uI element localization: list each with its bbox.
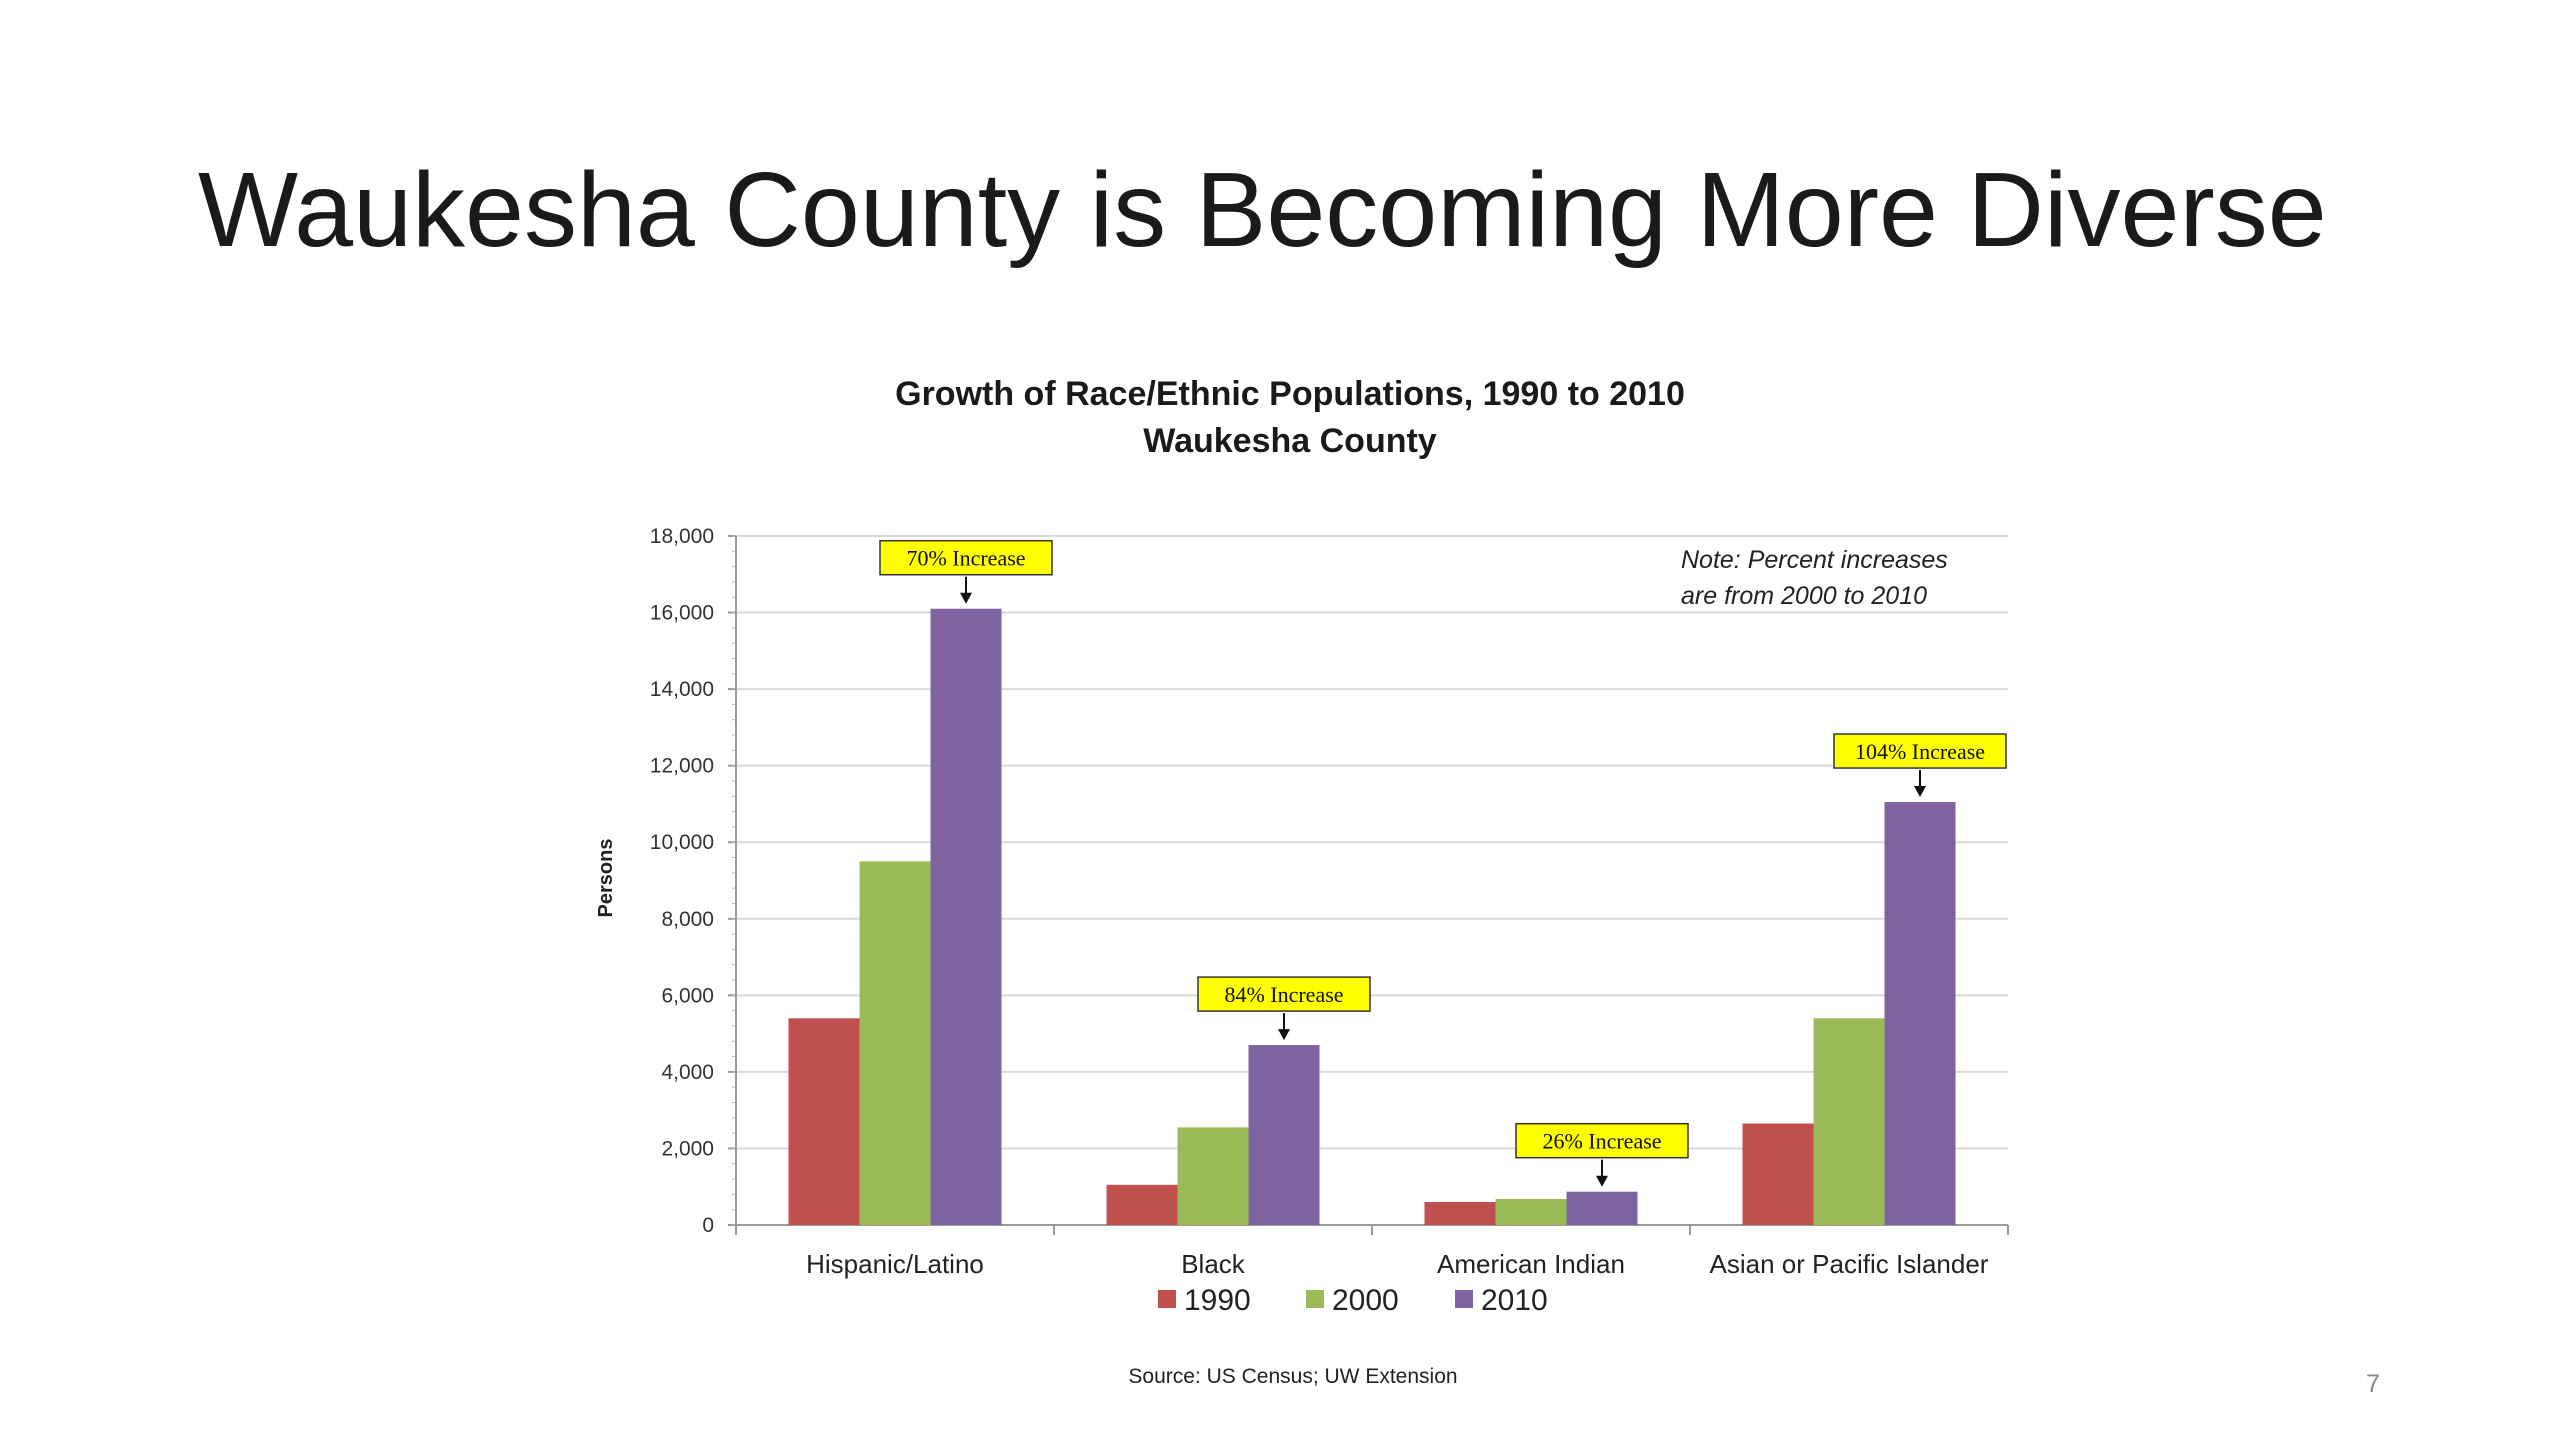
chart-note-line-2: are from 2000 to 2010 <box>1681 582 1927 610</box>
category-label: Black <box>1181 1249 1246 1279</box>
callout-arrow-head <box>1596 1175 1608 1187</box>
legend-item-2010: 2010 <box>1455 1284 1548 1317</box>
legend-label: 2010 <box>1481 1284 1548 1317</box>
legend-swatch <box>1455 1290 1473 1308</box>
y-tick-label: 18,000 <box>650 525 714 548</box>
y-tick-label: 12,000 <box>650 755 714 778</box>
callout-arrow-head <box>960 592 972 604</box>
legend-item-2000: 2000 <box>1306 1284 1399 1317</box>
y-tick-label: 14,000 <box>650 678 714 701</box>
slide-title: Waukesha County is Becoming More Diverse <box>198 151 2327 269</box>
callout-label: 104% Increase <box>1855 739 1985 764</box>
callout: 70% Increase <box>879 539 1053 604</box>
callout-label: 26% Increase <box>1542 1129 1661 1154</box>
callout: 104% Increase <box>1833 733 2007 798</box>
y-tick-label: 16,000 <box>650 602 714 625</box>
callout-box <box>879 539 1053 576</box>
bar-2000-2 <box>1177 1127 1249 1225</box>
category-label: American Indian <box>1437 1249 1625 1279</box>
legend: 1990 2000 2010 <box>1158 1284 1548 1317</box>
y-tick-label: 6,000 <box>661 984 714 1007</box>
legend-label: 2000 <box>1332 1284 1399 1317</box>
bar-2000-3 <box>1495 1198 1567 1225</box>
y-tick-label: 10,000 <box>650 831 714 854</box>
bar-2010-2 <box>1248 1045 1320 1225</box>
callout-arrow-head <box>1914 786 1926 798</box>
bar-2010-3 <box>1566 1191 1638 1225</box>
legend-label: 1990 <box>1184 1284 1251 1317</box>
bar-2010-4 <box>1884 802 1956 1225</box>
bars <box>788 608 1956 1225</box>
callout-box <box>1197 976 1371 1012</box>
callout-arrow-head <box>1278 1029 1290 1041</box>
axes: 0 2,000 4,000 6,000 8,000 10,000 12,000 14,000 1… <box>650 525 2009 1279</box>
callout: 26% Increase <box>1515 1122 1689 1187</box>
y-tick-label: 0 <box>702 1214 714 1237</box>
category-label: Asian or Pacific Islander <box>1710 1249 1989 1279</box>
bar-1990-3 <box>1424 1202 1496 1225</box>
callout-label: 70% Increase <box>906 546 1025 571</box>
bar-1990-2 <box>1106 1184 1178 1225</box>
callout-box <box>1515 1122 1689 1159</box>
y-tick-label: 8,000 <box>661 908 714 931</box>
page-number: 7 <box>2366 1370 2380 1398</box>
chart-subtitle: Waukesha County <box>1143 422 1437 460</box>
callout-label: 84% Increase <box>1224 982 1343 1007</box>
y-axis-title: Persons <box>595 839 617 918</box>
source-note: Source: US Census; UW Extension <box>1128 1365 1457 1388</box>
bar-2010-1 <box>930 608 1002 1225</box>
legend-item-1990: 1990 <box>1158 1284 1251 1317</box>
bar-2000-1 <box>859 861 931 1225</box>
y-tick-label: 2,000 <box>661 1137 714 1160</box>
chart-note-line-1: Note: Percent increases <box>1681 546 1948 574</box>
chart-title: Growth of Race/Ethnic Populations, 1990 … <box>895 375 1685 413</box>
y-tick-label: 4,000 <box>661 1061 714 1084</box>
bar-2000-4 <box>1813 1018 1885 1225</box>
category-label: Hispanic/Latino <box>806 1249 984 1279</box>
callout-box <box>1833 733 2007 769</box>
bar-1990-1 <box>788 1018 860 1225</box>
annotations: 70% Increase 84% Increase 26% Increase 104%… <box>879 539 2007 1187</box>
legend-swatch <box>1306 1290 1324 1308</box>
bar-1990-4 <box>1742 1123 1814 1225</box>
callout: 84% Increase <box>1197 976 1371 1041</box>
legend-swatch <box>1158 1290 1176 1308</box>
